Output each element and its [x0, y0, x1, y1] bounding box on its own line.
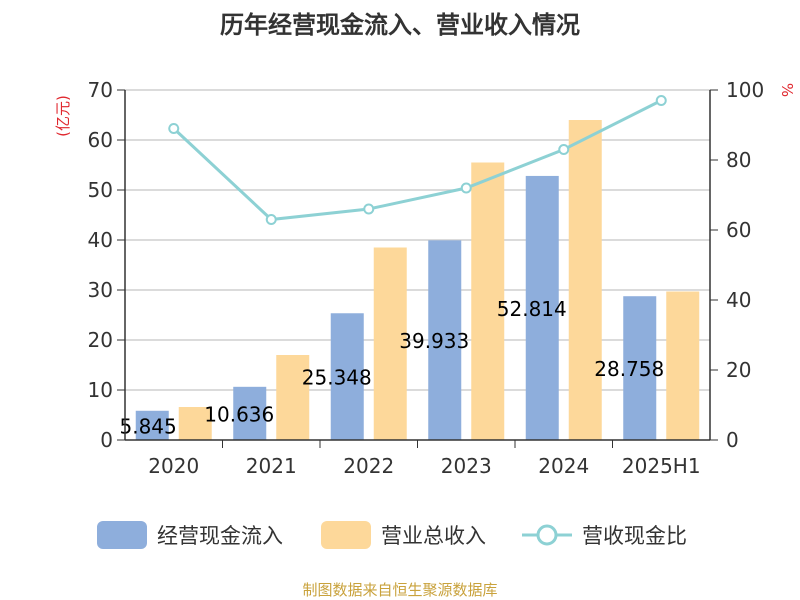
left-tick-label: 30	[88, 278, 113, 302]
right-tick-label: 100	[726, 78, 764, 102]
legend-swatch-cashflow[interactable]	[97, 521, 147, 549]
chart-title: 历年经营现金流入、营业收入情况	[220, 11, 580, 39]
data-label-cashflow: 52.814	[497, 297, 567, 321]
legend-swatch-revenue[interactable]	[321, 521, 371, 549]
ratio-point-2023[interactable]	[460, 182, 472, 194]
bar-revenue-2024[interactable]	[568, 120, 602, 440]
data-label-cashflow: 28.758	[594, 357, 664, 381]
left-tick-label: 40	[88, 228, 113, 252]
ratio-point-2024[interactable]	[558, 144, 570, 155]
right-axis-unit: %	[778, 83, 796, 97]
source-note: 制图数据来自恒生聚源数据库	[302, 581, 497, 599]
ratio-line	[172, 99, 662, 222]
x-tick-label: 2022	[343, 454, 394, 478]
x-tick-label: 2025H1	[622, 454, 701, 478]
ratio-line-group	[168, 95, 667, 225]
ratio-point-2020[interactable]	[168, 123, 180, 134]
legend-label-ratio[interactable]: 营收现金比	[582, 524, 687, 548]
ratio-point-2022[interactable]	[363, 203, 375, 215]
bar-revenue-2022[interactable]	[373, 247, 407, 441]
legend-swatch-ratio-marker	[536, 524, 558, 546]
left-tick-label: 50	[88, 178, 113, 202]
bar-revenue-2025H1[interactable]	[666, 291, 700, 441]
right-tick-label: 80	[726, 148, 751, 172]
right-tick-label: 40	[726, 288, 751, 312]
legend-label-cashflow[interactable]: 经营现金流入	[157, 524, 283, 548]
right-tick-label: 20	[726, 358, 751, 382]
left-tick-label: 0	[100, 428, 113, 452]
left-tick-label: 70	[88, 78, 113, 102]
data-label-cashflow: 39.933	[399, 329, 469, 353]
x-tick-label: 2024	[538, 454, 589, 478]
axes: 0 10 20 30 40 50 60 70 0 20 40 60 80 100 2020 2021 2022 2…	[88, 78, 765, 478]
legend: 经营现金流入 营业总收入 营收现金比	[97, 521, 687, 549]
right-tick-label: 60	[726, 218, 751, 242]
bar-revenue-2023[interactable]	[471, 162, 505, 441]
left-tick-label: 20	[88, 328, 113, 352]
data-label-cashflow: 5.845	[119, 414, 176, 438]
left-tick-label: 10	[88, 378, 113, 402]
x-tick-label: 2023	[441, 454, 492, 478]
x-tick-label: 2021	[246, 454, 297, 478]
bar-cashflow-2023[interactable]	[428, 240, 462, 440]
x-tick-label: 2020	[148, 454, 199, 478]
ratio-point-2021[interactable]	[265, 214, 277, 225]
data-label-cashflow: 10.636	[204, 402, 274, 426]
grid	[125, 89, 710, 391]
right-tick-label: 0	[726, 428, 739, 452]
bar-cashflow-2025H1[interactable]	[623, 296, 657, 440]
bar-revenue-2020[interactable]	[178, 407, 212, 440]
bar-revenue-2021[interactable]	[276, 355, 310, 440]
bar-cashflow-2024[interactable]	[525, 175, 559, 440]
legend-label-revenue[interactable]: 营业总收入	[381, 524, 486, 548]
left-tick-label: 60	[88, 128, 113, 152]
bar-cashflow-2022[interactable]	[330, 313, 364, 440]
bars	[135, 120, 700, 441]
left-axis-unit: (亿元)	[54, 95, 72, 137]
data-label-cashflow: 25.348	[302, 366, 372, 390]
bar-cashflow-2020[interactable]	[135, 410, 169, 440]
bar-cashflow-2021[interactable]	[233, 386, 267, 440]
data-labels: 5.845 10.636 25.348 39.933 52.814 28.758	[119, 297, 664, 438]
ratio-point-2025H1[interactable]	[655, 95, 667, 106]
